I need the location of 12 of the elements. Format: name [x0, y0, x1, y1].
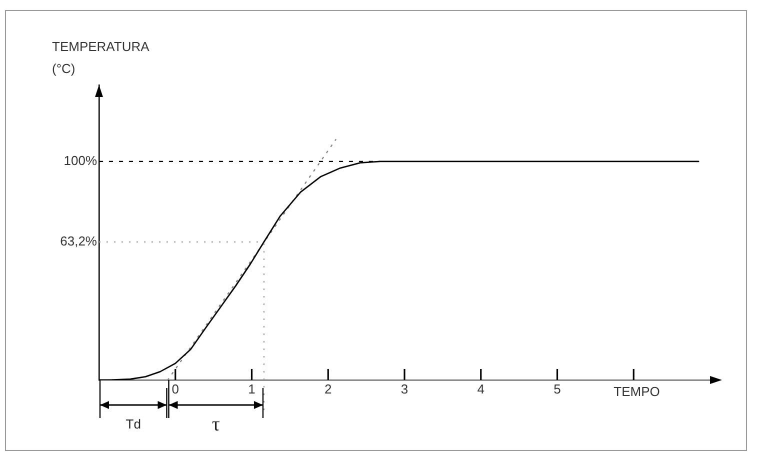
text: τ	[212, 413, 220, 436]
x-tick-label: 4	[477, 381, 484, 396]
x-tick-label: 5	[554, 381, 561, 396]
x-tick-label: 1	[248, 381, 256, 396]
y-tick-label: 63,2%	[60, 233, 98, 248]
y-tick-label: 100%	[64, 153, 98, 168]
x-tick-label: 3	[400, 381, 408, 396]
x-tick-label: 0	[172, 381, 179, 396]
y-axis-title: TEMPERATURA (°C)	[52, 38, 150, 78]
text: Td	[126, 416, 141, 432]
x-tick-label: 2	[324, 381, 332, 396]
x-axis-title: TEMPO	[614, 384, 660, 399]
